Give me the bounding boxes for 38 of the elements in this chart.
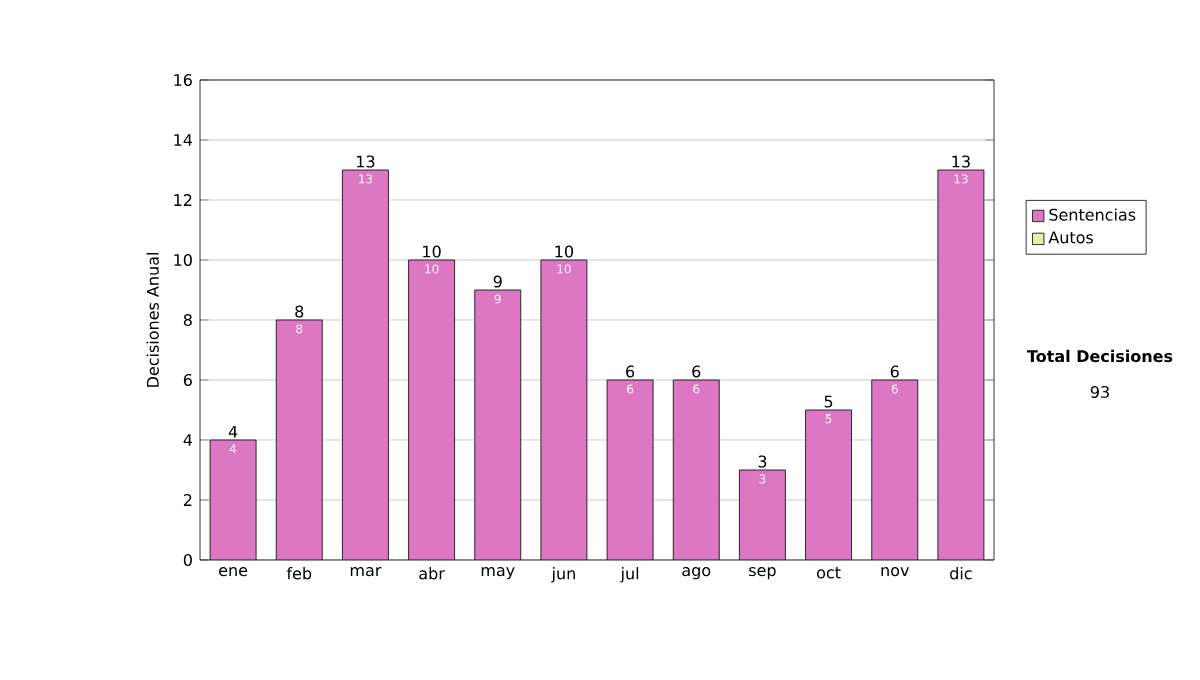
total-label: 10 [423,245,441,258]
legend-label: Sentencias [1049,208,1136,221]
x-tick-label: mar [350,567,382,577]
y-tick-label: 4 [183,434,193,446]
y-tick-label: 14 [174,134,193,146]
y-tick-label: 0 [183,553,192,567]
y-tick-label: 8 [183,313,192,327]
x-tick-label: nov [881,567,909,577]
total-label: 6 [890,365,899,378]
total-label: 4 [228,425,238,438]
y-axis-title: Decisiones Anual [146,253,159,387]
y-tick-label: 12 [174,194,192,206]
legend-label: Autos [1048,231,1094,244]
total-label: 13 [952,155,970,168]
y-tick-label: 6 [183,373,192,387]
total-label: 8 [295,305,304,318]
x-tick-label: ago [682,567,711,580]
x-tick-label: oct [817,567,841,579]
x-tick-label: ene [219,567,248,577]
total-label: 3 [758,455,767,468]
total-label: 6 [692,365,701,378]
y-tick-label: 2 [183,494,192,506]
y-tick-label: 10 [174,253,192,267]
text: 93 [1090,385,1109,399]
x-tick-label: jul [620,567,639,583]
x-tick-label: dic [950,567,972,580]
total-label: 13 [357,155,375,168]
x-tick-label: feb [286,567,312,580]
y-tick-label: 16 [174,73,192,87]
x-tick-label: jun [551,567,575,583]
total-label: 5 [824,395,833,408]
total-label: 10 [555,245,574,258]
x-tick-label: abr [419,567,445,580]
text: Total Decisiones [1026,349,1173,363]
x-tick-label: sep [749,567,776,580]
total-label: 6 [626,365,635,378]
total-label: 9 [493,275,502,288]
x-tick-label: may [481,567,515,580]
